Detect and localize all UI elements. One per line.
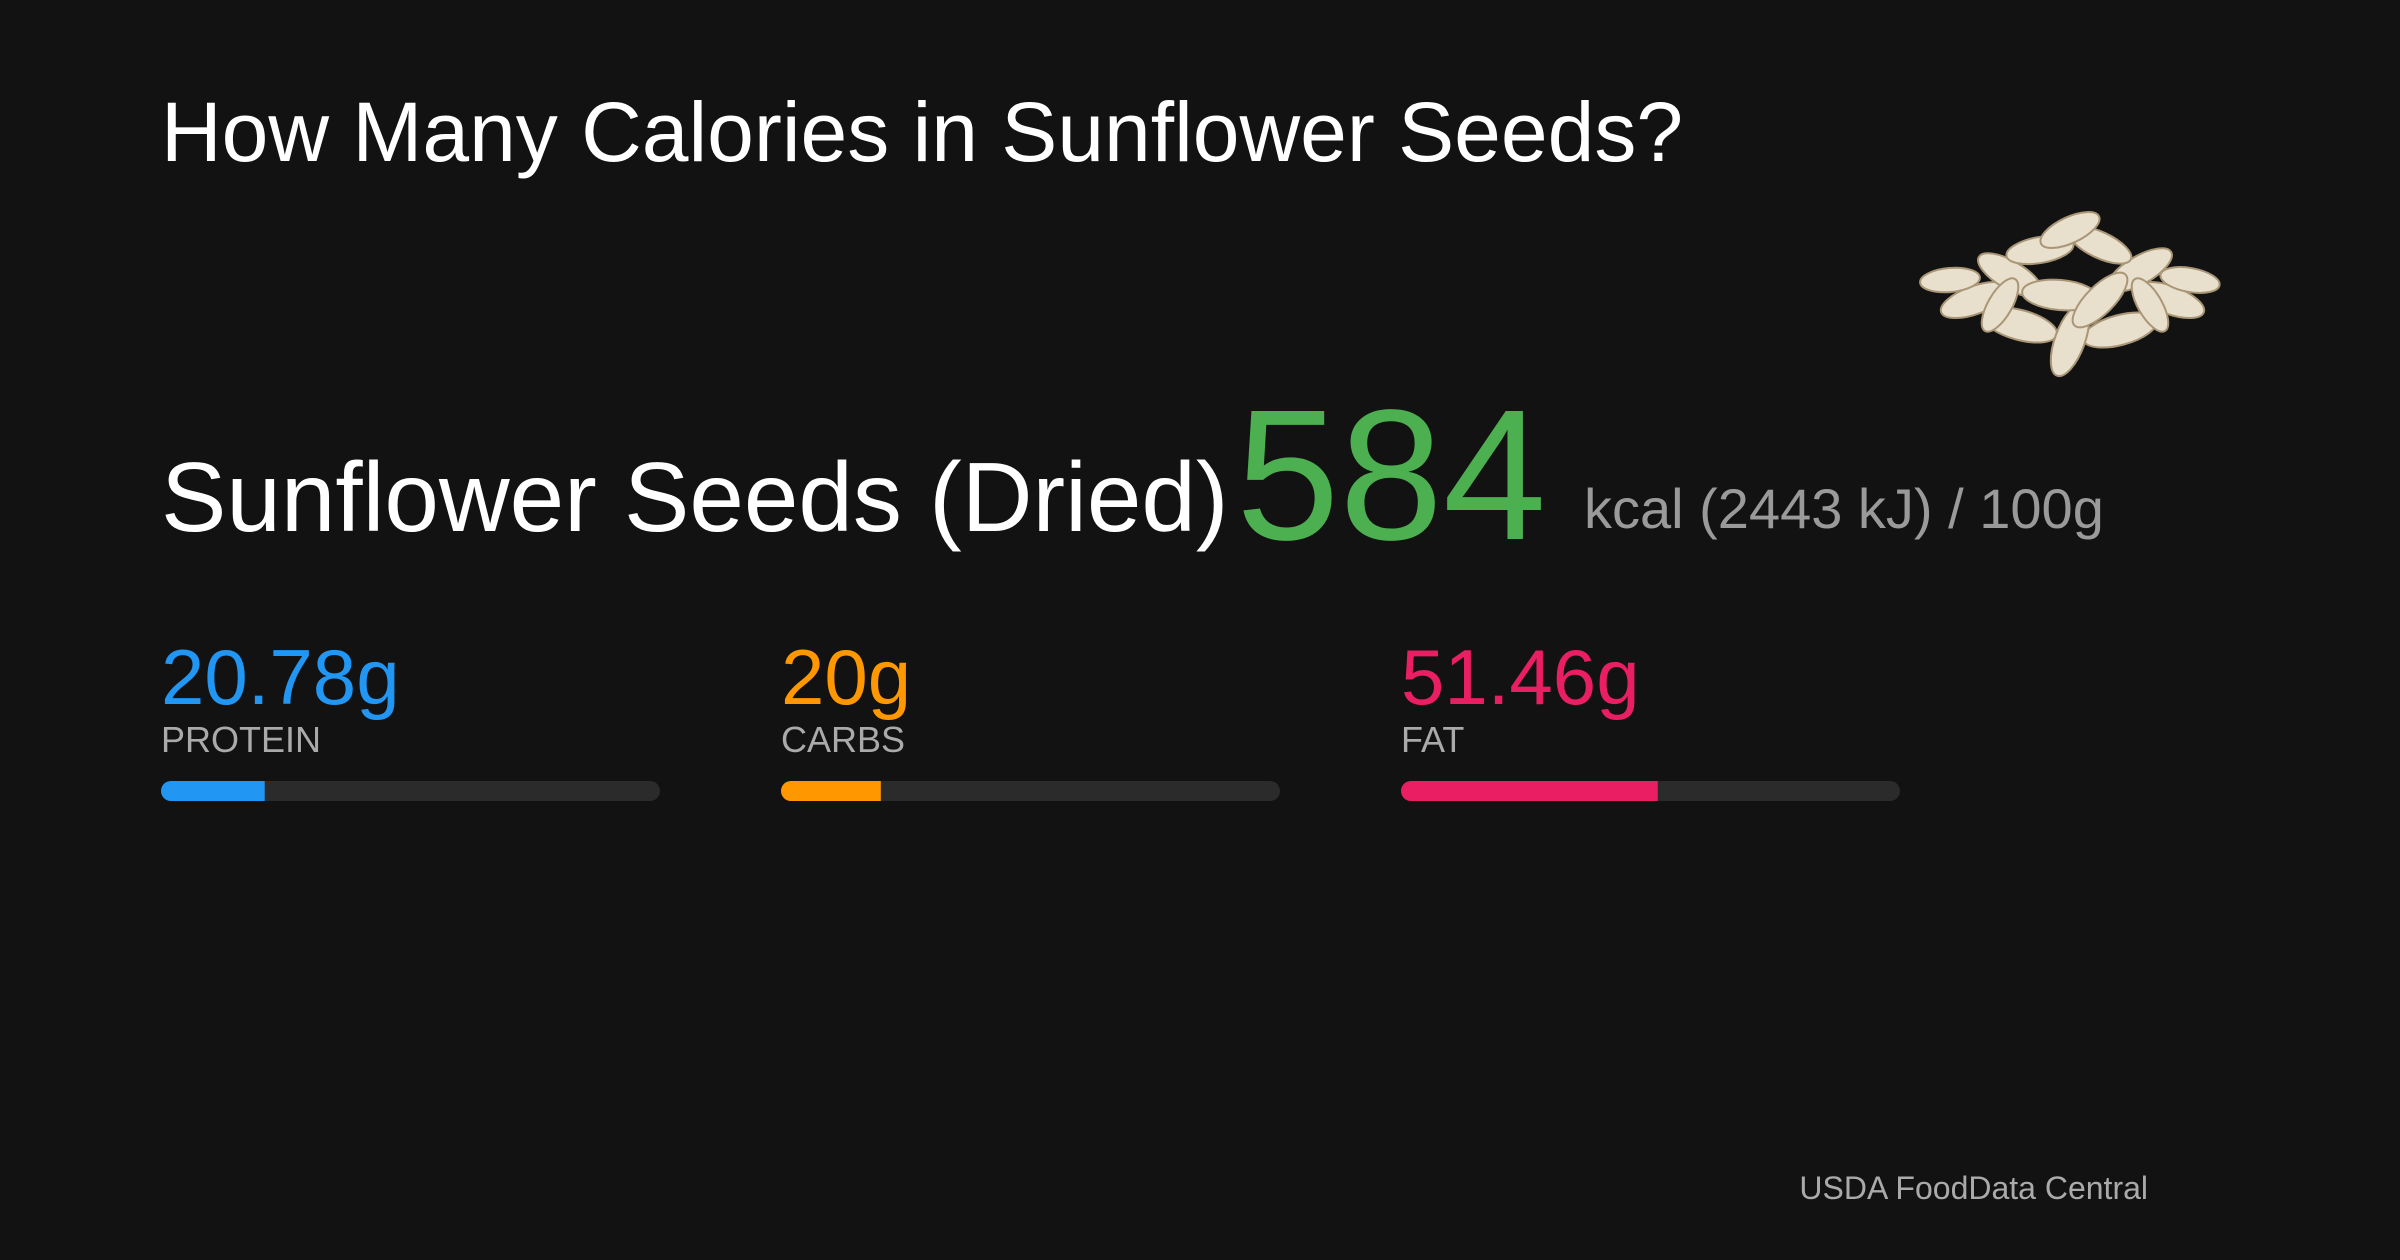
food-name: Sunflower Seeds (Dried): [161, 442, 1229, 552]
title: How Many Calories in Sunflower Seeds?: [161, 85, 1683, 179]
macro-amount: 20.78g: [161, 633, 400, 721]
macro-name: FAT: [1401, 719, 1464, 760]
macro-track: [781, 781, 1280, 801]
macro-bar: [161, 781, 265, 801]
seeds-illustration: [1919, 211, 2221, 378]
macro-amount: 20g: [781, 633, 911, 721]
macro-track: [161, 781, 660, 801]
macro-amount: 51.46g: [1401, 633, 1640, 721]
macro-name: CARBS: [781, 719, 905, 760]
calories: 584: [1236, 372, 1546, 579]
macro-name: PROTEIN: [161, 719, 321, 760]
macro-bar: [1401, 781, 1658, 801]
macro-bar: [781, 781, 881, 801]
energy-note: kcal (2443 kJ) / 100g: [1584, 477, 2104, 540]
source: USDA FoodData Central: [1799, 1170, 2148, 1206]
